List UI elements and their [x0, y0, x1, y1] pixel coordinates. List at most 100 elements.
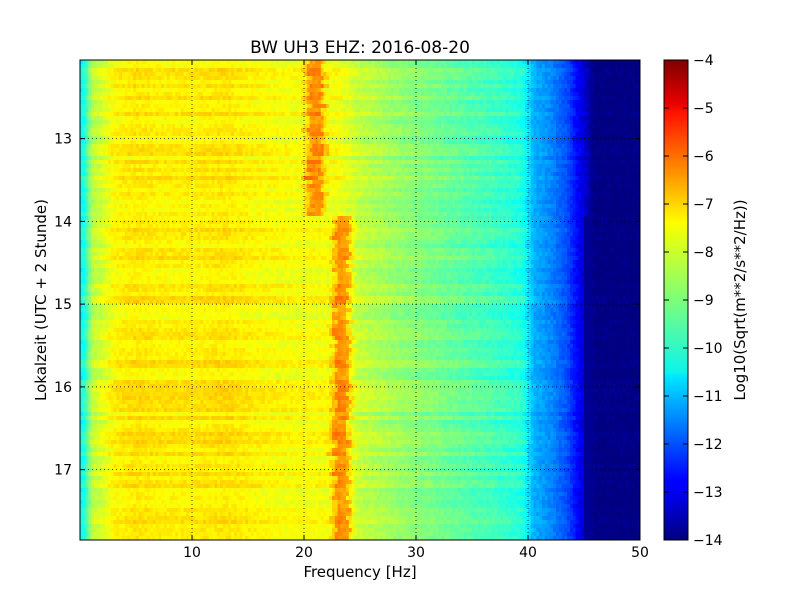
heatmap-cell: [503, 72, 506, 76]
heatmap-cell: [514, 64, 517, 68]
heatmap-cell: [584, 76, 587, 80]
heatmap-cell: [248, 100, 251, 104]
heatmap-cell: [483, 152, 486, 156]
heatmap-cell: [153, 60, 156, 64]
heatmap-cell: [329, 68, 332, 72]
heatmap-cell: [567, 136, 570, 140]
heatmap-cell: [360, 72, 363, 76]
heatmap-cell: [172, 84, 175, 88]
heatmap-cell: [293, 140, 296, 144]
heatmap-cell: [382, 112, 385, 116]
heatmap-cell: [268, 76, 271, 80]
heatmap-cell: [94, 68, 97, 72]
heatmap-cell: [522, 152, 525, 156]
heatmap-cell: [382, 136, 385, 140]
heatmap-cell: [573, 124, 576, 128]
heatmap-cell: [360, 76, 363, 80]
heatmap-cell: [105, 112, 108, 116]
heatmap-cell: [601, 144, 604, 148]
heatmap-cell: [170, 144, 173, 148]
heatmap-cell: [595, 136, 598, 140]
heatmap-cell: [357, 152, 360, 156]
heatmap-cell: [455, 92, 458, 96]
heatmap-cell: [629, 124, 632, 128]
heatmap-cell: [410, 136, 413, 140]
heatmap-cell: [590, 144, 593, 148]
heatmap-cell: [368, 108, 371, 112]
heatmap-cell: [469, 132, 472, 136]
heatmap-cell: [441, 128, 444, 132]
heatmap-cell: [228, 152, 231, 156]
heatmap-cell: [88, 136, 91, 140]
heatmap-cell: [128, 140, 131, 144]
heatmap-cell: [592, 96, 595, 100]
heatmap-cell: [469, 156, 472, 160]
heatmap-cell: [142, 92, 145, 96]
heatmap-cell: [198, 152, 201, 156]
heatmap-cell: [609, 64, 612, 68]
heatmap-cell: [534, 120, 537, 124]
heatmap-cell: [534, 108, 537, 112]
heatmap-cell: [542, 148, 545, 152]
heatmap-cell: [170, 68, 173, 72]
heatmap-cell: [147, 80, 150, 84]
heatmap-cell: [410, 96, 413, 100]
heatmap-cell: [494, 132, 497, 136]
heatmap-cell: [153, 72, 156, 76]
heatmap-cell: [273, 100, 276, 104]
heatmap-cell: [242, 68, 245, 72]
heatmap-cell: [318, 64, 321, 68]
heatmap-cell: [352, 104, 355, 108]
heatmap-cell: [500, 148, 503, 152]
heatmap-cell: [464, 124, 467, 128]
heatmap-cell: [108, 68, 111, 72]
heatmap-cell: [570, 136, 573, 140]
heatmap-cell: [612, 68, 615, 72]
heatmap-cell: [262, 80, 265, 84]
heatmap-cell: [427, 124, 430, 128]
heatmap-cell: [290, 128, 293, 132]
heatmap-cell: [251, 112, 254, 116]
heatmap-cell: [508, 148, 511, 152]
heatmap-cell: [161, 132, 164, 136]
heatmap-cell: [396, 72, 399, 76]
heatmap-cell: [382, 156, 385, 160]
heatmap-cell: [130, 88, 133, 92]
heatmap-cell: [326, 136, 329, 140]
heatmap-cell: [156, 132, 159, 136]
heatmap-cell: [405, 148, 408, 152]
heatmap-cell: [514, 140, 517, 144]
heatmap-cell: [427, 64, 430, 68]
heatmap-cell: [153, 92, 156, 96]
heatmap-cell: [452, 72, 455, 76]
heatmap-cell: [584, 100, 587, 104]
heatmap-cell: [573, 84, 576, 88]
heatmap-cell: [184, 136, 187, 140]
heatmap-cell: [298, 156, 301, 160]
heatmap-cell: [483, 72, 486, 76]
heatmap-cell: [492, 152, 495, 156]
heatmap-cell: [466, 152, 469, 156]
heatmap-cell: [304, 124, 307, 128]
heatmap-cell: [270, 88, 273, 92]
heatmap-cell: [206, 140, 209, 144]
heatmap-cell: [427, 108, 430, 112]
heatmap-cell: [340, 60, 343, 64]
heatmap-cell: [626, 76, 629, 80]
heatmap-cell: [612, 96, 615, 100]
heatmap-cell: [419, 124, 422, 128]
heatmap-cell: [108, 112, 111, 116]
heatmap-cell: [447, 80, 450, 84]
heatmap-cell: [343, 112, 346, 116]
heatmap-cell: [438, 64, 441, 68]
heatmap-cell: [209, 72, 212, 76]
heatmap-cell: [427, 92, 430, 96]
heatmap-cell: [478, 120, 481, 124]
heatmap-cell: [122, 140, 125, 144]
heatmap-cell: [438, 80, 441, 84]
heatmap-cell: [287, 76, 290, 80]
heatmap-cell: [298, 88, 301, 92]
heatmap-cell: [181, 144, 184, 148]
heatmap-cell: [545, 60, 548, 64]
heatmap-cell: [514, 136, 517, 140]
